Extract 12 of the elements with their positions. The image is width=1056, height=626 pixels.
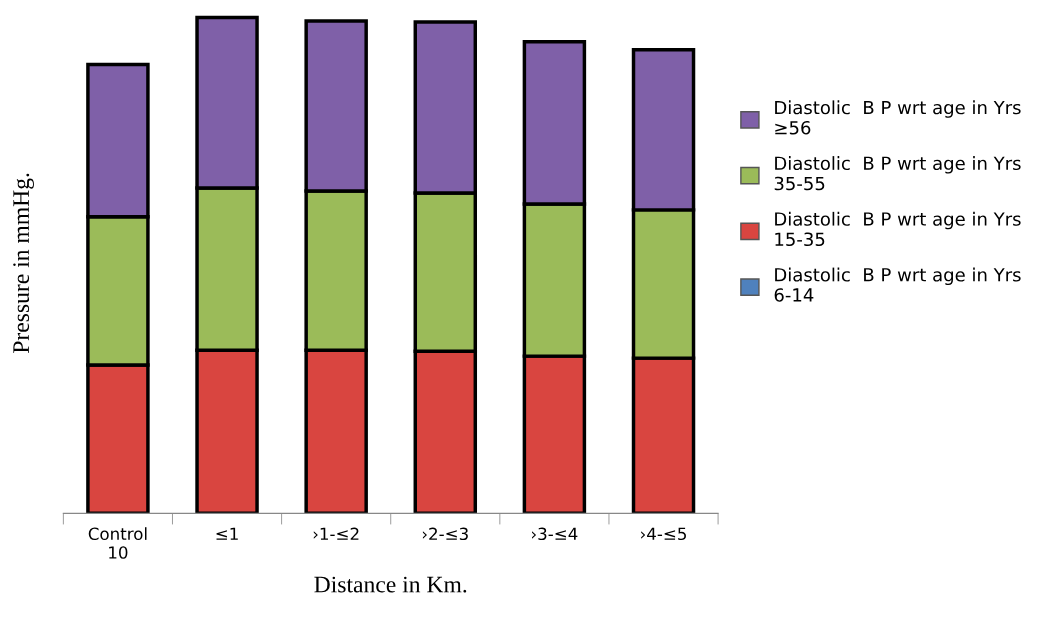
- x-tick-label: ›1-≤2: [313, 527, 359, 540]
- x-tick-label: ›2-≤3: [422, 527, 468, 541]
- legend-label: Diastolic B P wrt age in Yrs 15-35: [775, 211, 1021, 247]
- legend-label: Diastolic B P wrt age in Yrs 6-14: [774, 267, 1021, 302]
- x-tick-label: ›4-≤5: [641, 527, 686, 541]
- legend-label: Diastolic B P wrt age in Yrs ≥56: [775, 100, 1021, 135]
- x-axis-title: Distance in Km.: [314, 576, 467, 593]
- x-tick-label: ›3-≤4: [532, 527, 578, 541]
- y-axis-title: Pressure in mmHg.: [13, 173, 34, 354]
- x-tick-label: ≤1: [216, 527, 238, 540]
- x-tick-label: Control 10: [88, 527, 147, 559]
- legend-label: Diastolic B P wrt age in Yrs 35-55: [774, 156, 1021, 191]
